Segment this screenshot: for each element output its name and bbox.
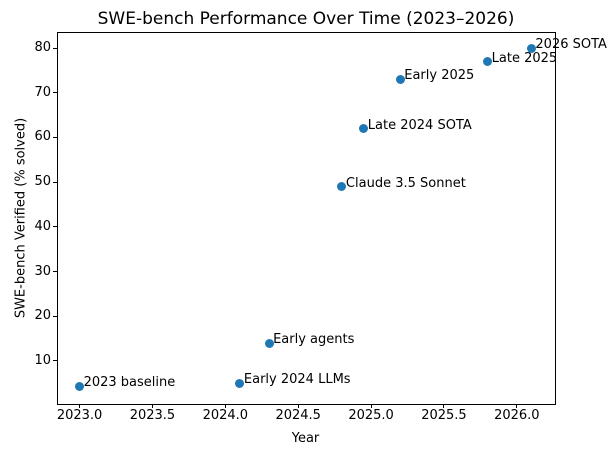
scatter-point	[337, 182, 347, 192]
x-tick-label: 2024.0	[202, 408, 249, 423]
x-tick-mark	[79, 404, 81, 408]
y-tick-label: 10	[34, 352, 51, 368]
point-label: Early 2025	[404, 68, 475, 84]
x-tick-mark	[443, 404, 445, 408]
chart-title: SWE-bench Performance Over Time (2023–20…	[97, 9, 515, 29]
y-tick-label: 30	[34, 263, 51, 279]
plot-area	[57, 32, 556, 405]
x-tick-mark	[370, 404, 372, 408]
y-tick-label: 50	[34, 174, 51, 190]
x-tick-mark	[151, 404, 153, 408]
scatter-point	[264, 338, 274, 348]
x-tick-mark	[224, 404, 226, 408]
y-tick-mark	[53, 360, 57, 362]
point-label: 2023 baseline	[83, 375, 176, 390]
x-tick-label: 2025.0	[348, 408, 394, 423]
x-tick-mark	[516, 404, 518, 408]
point-label: Early agents	[273, 332, 355, 348]
x-axis-label: Year	[291, 431, 320, 446]
y-tick-mark	[53, 136, 57, 138]
scatter-point	[526, 43, 536, 53]
y-tick-mark	[53, 92, 57, 94]
point-label: Claude 3.5 Sonnet	[345, 175, 466, 191]
x-tick-mark	[297, 404, 299, 408]
point-label: Late 2025	[491, 50, 558, 66]
y-tick-mark	[53, 47, 57, 49]
y-tick-mark	[53, 181, 57, 183]
y-tick-label: 60	[34, 129, 51, 145]
x-tick-label: 2026.0	[494, 408, 540, 423]
x-tick-label: 2024.5	[275, 408, 321, 423]
point-label: 2026 SOTA	[535, 37, 607, 53]
scatter-point	[75, 381, 85, 391]
scatter-point	[395, 74, 405, 84]
scatter-point	[359, 124, 369, 134]
point-label: Late 2024 SOTA	[367, 117, 472, 133]
y-tick-label: 40	[34, 218, 51, 234]
point-label: Early 2024 LLMs	[243, 372, 351, 388]
y-tick-mark	[53, 315, 57, 317]
y-tick-mark	[53, 271, 57, 273]
x-tick-label: 2023.5	[129, 408, 176, 423]
y-axis-label: SWE-bench Verified (% solved)	[13, 117, 29, 319]
y-tick-mark	[53, 226, 57, 228]
x-tick-label: 2023.0	[56, 408, 103, 423]
x-tick-label: 2025.5	[421, 408, 467, 423]
scatter-point	[483, 57, 493, 66]
scatter-point	[235, 378, 245, 388]
y-tick-label: 20	[34, 308, 51, 324]
y-tick-label: 70	[34, 84, 51, 100]
y-tick-label: 80	[34, 40, 51, 56]
